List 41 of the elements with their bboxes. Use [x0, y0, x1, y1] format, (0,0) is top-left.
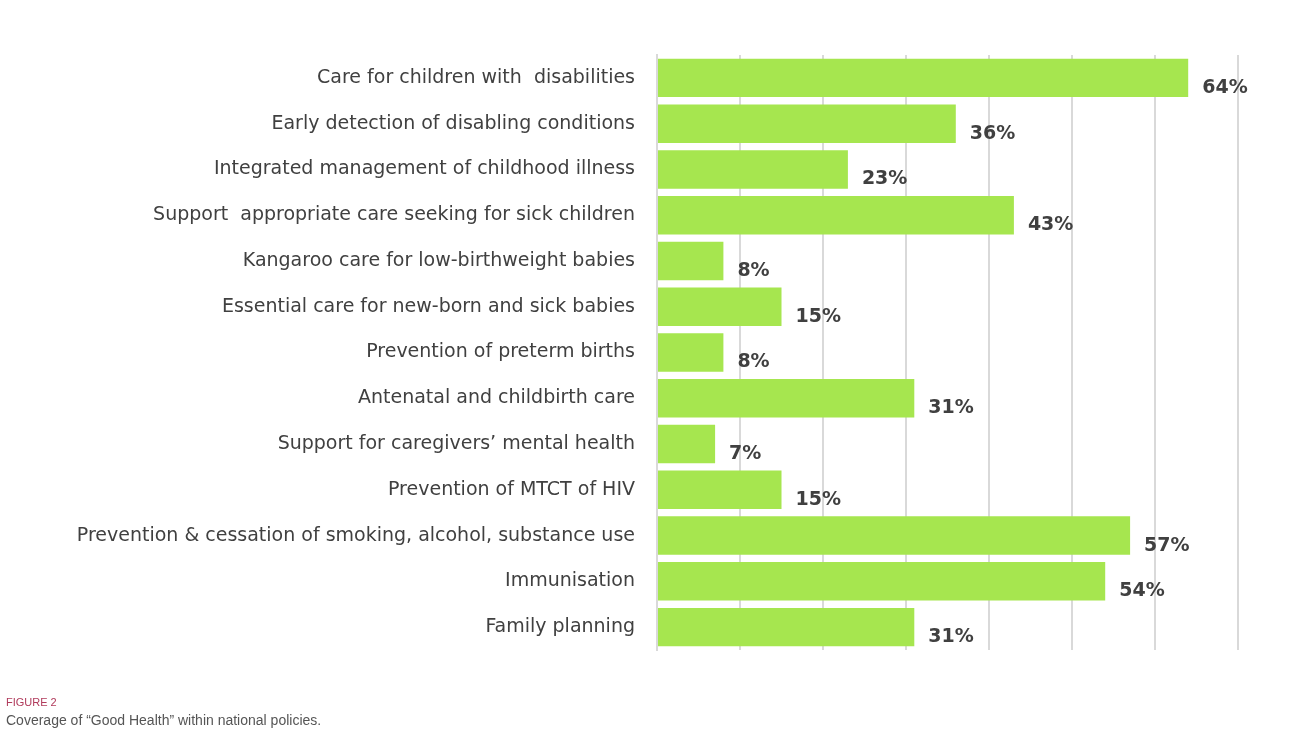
y-tick-label: Care for children with disabilities — [317, 64, 635, 87]
y-tick-label: Prevention of preterm births — [366, 339, 635, 362]
y-tick-label: Support for caregivers’ mental health — [277, 430, 635, 453]
data-label: 36% — [969, 120, 1016, 143]
y-tick-label: Prevention & cessation of smoking, alcohol, substance use — [76, 522, 635, 545]
data-label: 8% — [737, 257, 770, 280]
bar — [658, 424, 716, 464]
data-label: 57% — [1144, 532, 1190, 555]
bar — [658, 241, 724, 281]
data-label: 15% — [795, 303, 841, 326]
y-tick-label: Integrated management of childhood illness — [213, 156, 635, 179]
data-label: 23% — [861, 166, 908, 189]
data-label: 31% — [928, 395, 974, 418]
bar — [658, 150, 848, 189]
data-label: 7% — [729, 440, 762, 463]
bar — [658, 607, 915, 647]
bar — [658, 333, 724, 372]
data-label: 54% — [1119, 578, 1165, 601]
y-tick-label: Early detection of disabling conditions — [271, 110, 635, 133]
bar — [658, 562, 1106, 601]
y-tick-label: Prevention of MTCT of HIV — [387, 476, 635, 499]
caption: FIGURE 2 — [6, 696, 58, 708]
data-label: 31% — [928, 624, 974, 647]
data-label: 43% — [1027, 212, 1074, 235]
y-tick-label: Essential care for new-born and sick babies — [221, 293, 635, 316]
bar — [658, 287, 782, 326]
data-label: 64% — [1202, 74, 1248, 97]
bar — [658, 195, 1014, 235]
y-tick-label: Support appropriate care seeking for sick children — [153, 202, 635, 225]
bar — [658, 104, 956, 143]
y-tick-label: Family planning — [485, 614, 635, 637]
data-label: 8% — [737, 349, 770, 372]
y-tick-label: Kangaroo care for low-birthweight babies — [242, 247, 635, 270]
bar — [658, 58, 1189, 98]
y-tick-label: Antenatal and childbirth care — [357, 385, 635, 408]
bar — [658, 470, 782, 510]
bar — [658, 516, 1131, 555]
y-tick-label: Immunisation — [505, 568, 635, 591]
data-label: 15% — [795, 486, 841, 509]
bar — [658, 379, 915, 418]
text: Coverage of “Good Health” within national policies. — [6, 712, 323, 728]
